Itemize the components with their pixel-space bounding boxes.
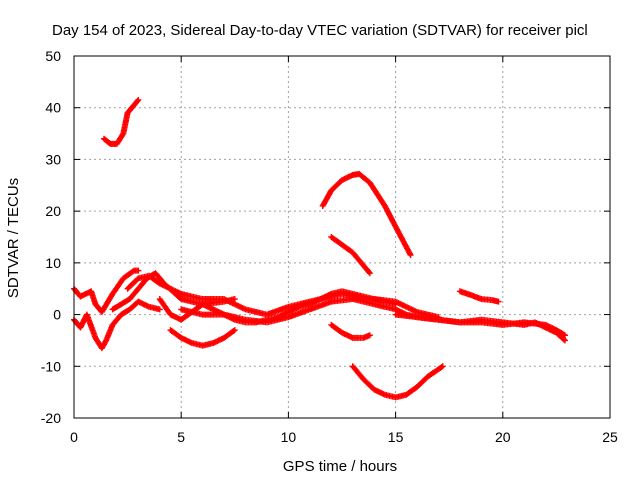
series-arc-8 [71,298,163,352]
series-arc-3 [328,234,373,277]
data-point [134,98,141,105]
data-point [231,327,238,334]
y-axis-label: SDTVAR / TECUs [5,178,22,298]
data-point [230,327,237,334]
y-tick-label: -10 [41,358,61,374]
series-arc-14 [392,311,568,344]
grid-lines [74,56,610,418]
data-point [366,270,373,277]
x-tick-label: 15 [388,429,404,445]
data-point [119,131,126,138]
series-arc-11 [167,327,238,349]
y-tick-label: -20 [41,410,61,426]
data-point [392,301,399,308]
y-tick-label: 30 [45,151,61,167]
x-axis-label: GPS time / hours [283,458,397,475]
data-point [495,298,502,305]
y-tick-label: 10 [45,255,61,271]
x-tick-label: 0 [70,429,78,445]
data-point [407,252,414,259]
series-arc-2 [319,170,414,259]
x-tick-label: 25 [602,429,618,445]
series-arc-1 [101,96,142,147]
chart-title: Day 154 of 2023, Sidereal Day-to-day VTE… [52,22,588,39]
y-tick-label: 20 [45,203,61,219]
y-tick-label: 50 [45,48,61,64]
y-tick-label: 40 [45,100,61,116]
series-arc-5 [328,321,373,341]
data-point [102,338,109,345]
data-point [439,363,446,370]
series-arc-4 [456,288,502,305]
series-arc-6 [349,363,446,401]
data-point [156,306,163,313]
data-point [561,337,568,344]
data-points [71,96,568,401]
data-point [135,96,142,103]
data-point [560,336,567,343]
x-tick-label: 20 [495,429,511,445]
axis-ticks: 0 5 10 15 20 25 50 40 30 20 10 0 -10 -20 [41,48,618,445]
series-arc-7 [71,267,142,315]
y-tick-label: 0 [53,307,61,323]
data-point [365,269,372,276]
x-tick-label: 10 [281,429,297,445]
data-point [561,332,568,339]
data-point [135,267,142,274]
data-point [438,364,445,371]
x-tick-label: 5 [177,429,185,445]
data-point [231,296,238,303]
plot-frame [73,55,611,419]
data-point [366,332,373,339]
